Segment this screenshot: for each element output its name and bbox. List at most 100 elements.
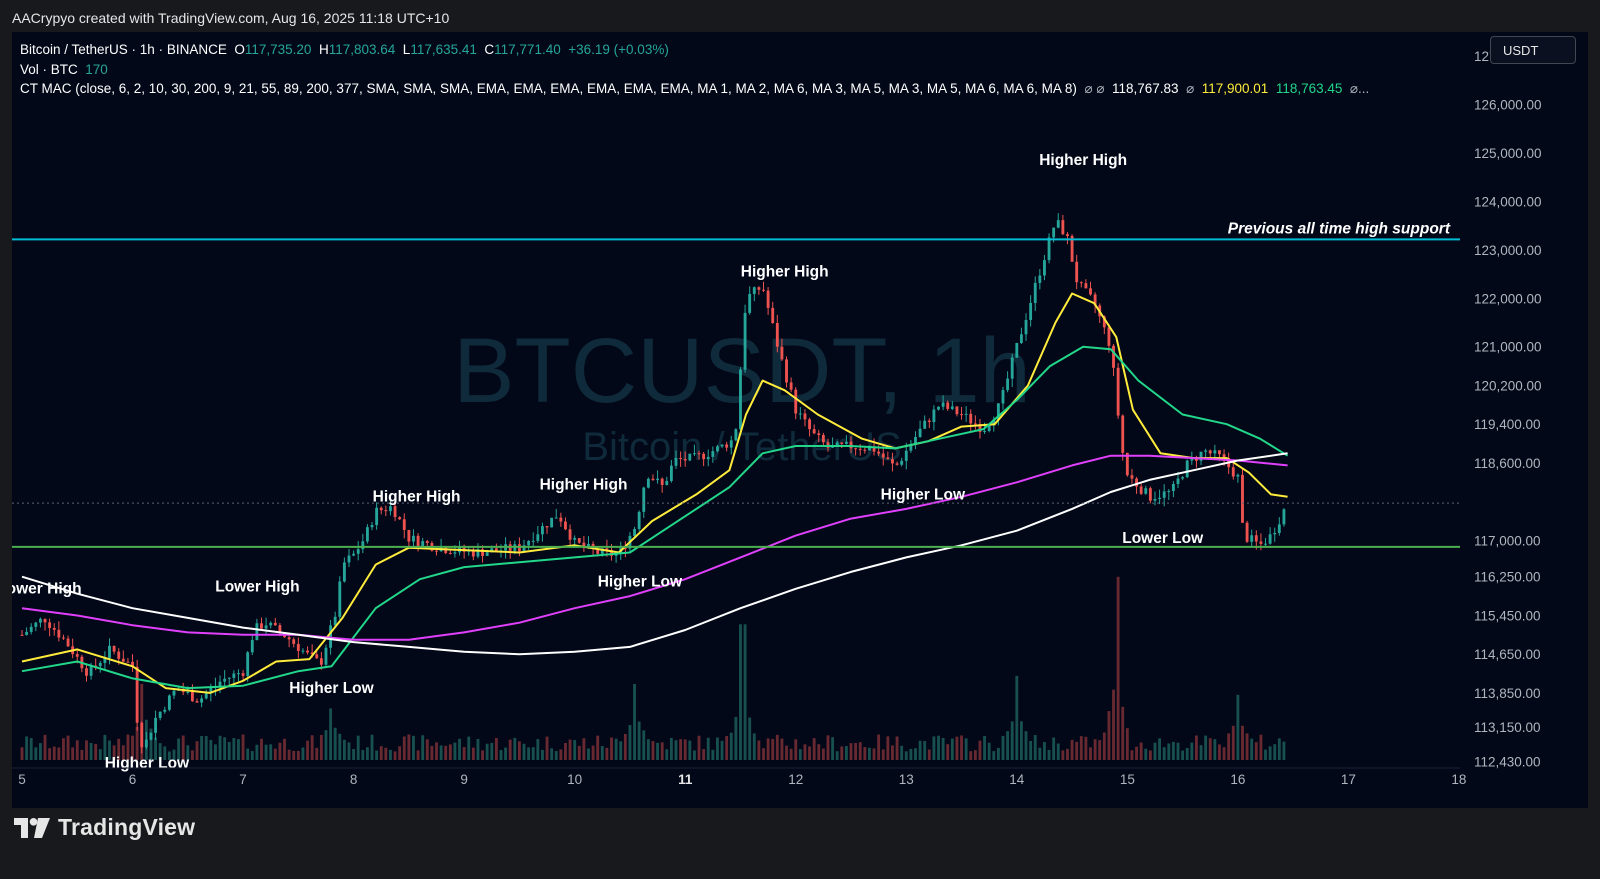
volume-bar: [34, 747, 38, 760]
volume-bar: [973, 750, 977, 760]
candle-body: [577, 538, 581, 543]
volume-bar: [1213, 739, 1217, 760]
candle-body: [255, 623, 259, 641]
candle-body: [407, 529, 411, 542]
candle-body: [1236, 474, 1240, 477]
tradingview-logo[interactable]: TradingView: [14, 814, 195, 841]
volume-bar: [964, 738, 968, 760]
volume-bar: [716, 737, 719, 760]
candle-body: [301, 650, 305, 652]
candle-body: [817, 433, 821, 436]
volume-bar: [692, 750, 696, 760]
candle-body: [384, 510, 388, 512]
candle-body: [66, 638, 70, 647]
candle-body: [633, 528, 636, 536]
price-tick-label: 113,150.00: [1474, 720, 1541, 735]
candle-body: [1213, 450, 1217, 454]
indicator-hidden-icon: ⌀: [1186, 81, 1195, 96]
volume-bar: [987, 742, 991, 760]
moving-average-line-4: [21, 452, 1288, 656]
candle-body: [356, 549, 360, 554]
indicator-value-2: 117,900.01: [1201, 81, 1269, 96]
candle-body: [646, 478, 650, 488]
candle-body: [1139, 486, 1143, 494]
candle-body: [697, 453, 701, 455]
candle-body: [1259, 541, 1263, 544]
volume-bar: [467, 736, 471, 760]
candle-body: [1241, 474, 1244, 523]
candle-body: [260, 623, 263, 629]
volume-bar: [365, 747, 369, 760]
volume-bar: [1093, 739, 1097, 760]
volume-bar: [1231, 725, 1235, 760]
volume-bar: [904, 751, 908, 760]
volume-bar: [430, 745, 434, 760]
volume-bar: [812, 738, 816, 760]
volume-bar: [504, 747, 508, 760]
candle-body: [794, 389, 798, 414]
candle-body: [757, 287, 761, 290]
volume-bar: [121, 745, 125, 760]
watermark-ticker: BTCUSDT, 1h: [453, 320, 1031, 422]
candle-body: [126, 661, 130, 663]
volume-bar: [1171, 741, 1175, 760]
volume-bar: [246, 748, 250, 760]
volume-bar: [674, 740, 678, 760]
volume-bar: [868, 747, 871, 760]
candle-body: [1218, 450, 1221, 455]
volume-bar: [490, 742, 494, 760]
candle-body: [748, 293, 752, 313]
indicator-hidden-icon: ⌀ ⌀: [1084, 81, 1105, 96]
candle-body: [923, 420, 927, 429]
candle-body: [536, 534, 540, 541]
volume-bar: [319, 734, 323, 760]
candle-body: [481, 549, 484, 556]
candle-body: [545, 526, 549, 528]
candle-body: [927, 420, 931, 423]
volume-bar: [960, 735, 963, 760]
volume-bar: [978, 740, 982, 760]
candle-body: [43, 618, 47, 623]
candle-body: [983, 431, 986, 433]
volume-bar: [1102, 732, 1106, 760]
volume-bar: [1218, 744, 1221, 760]
volume-bar: [75, 740, 79, 760]
time-tick-label: 17: [1341, 772, 1356, 787]
candle-body: [780, 346, 784, 360]
volume-bar: [315, 747, 319, 760]
candle-body: [835, 442, 839, 446]
change-value: +36.19 (+0.03%): [568, 42, 669, 57]
candle-body: [117, 651, 121, 659]
candle-body: [1199, 451, 1203, 461]
candle-body: [425, 541, 429, 544]
volume-bar: [1135, 746, 1138, 760]
volume-bar: [338, 733, 342, 760]
candle-body: [775, 323, 779, 347]
volume-bar: [725, 736, 729, 760]
volume-bar: [163, 746, 167, 760]
candle-body: [292, 639, 296, 644]
volume-bar: [937, 735, 940, 760]
volume-bar: [762, 748, 765, 760]
candle-body: [743, 312, 747, 370]
currency-unit-button[interactable]: USDT: [1490, 36, 1576, 64]
candle-body: [725, 444, 729, 448]
candle-body: [734, 429, 738, 441]
volume-bar: [1199, 745, 1203, 760]
swing-annotation: Higher High: [741, 264, 829, 281]
candle-body: [973, 423, 977, 425]
candle-body: [660, 478, 664, 485]
volume-bar: [223, 737, 227, 760]
volume-bar: [536, 739, 540, 760]
volume-bar: [301, 747, 305, 760]
candle-body: [329, 625, 333, 648]
candle-body: [108, 645, 111, 658]
volume-bar: [1056, 743, 1060, 760]
volume-bar: [167, 751, 171, 760]
volume-bar: [752, 733, 756, 760]
volume-bar: [227, 741, 231, 760]
candle-body: [1268, 534, 1272, 544]
volume-bar: [946, 744, 950, 760]
